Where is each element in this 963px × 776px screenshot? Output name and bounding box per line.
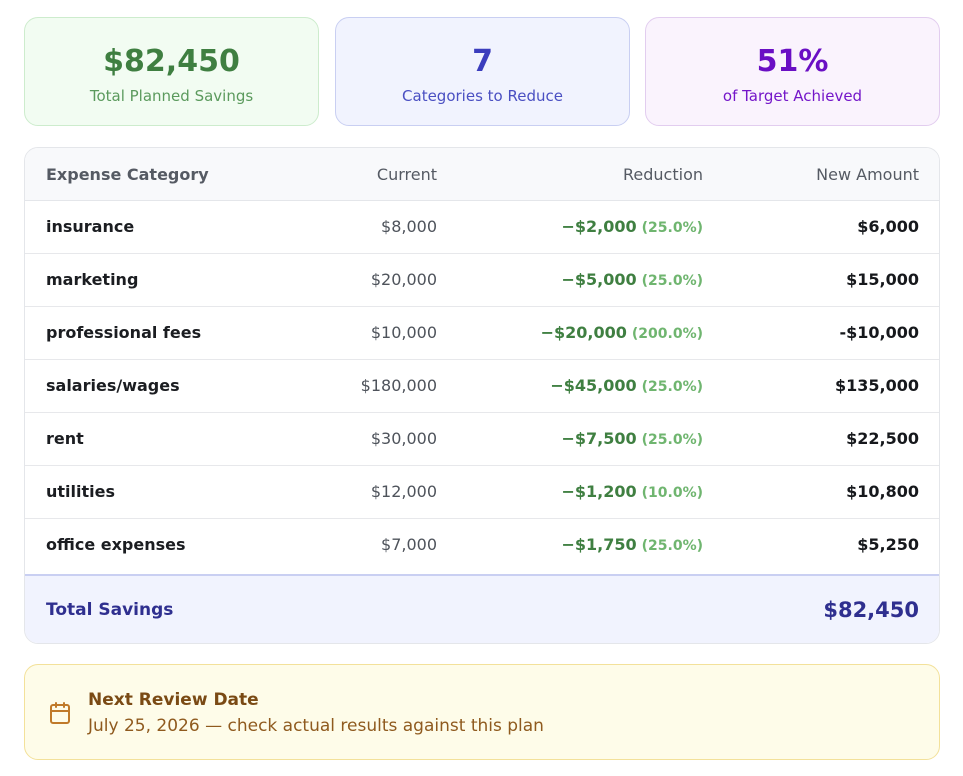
current-cell: $30,000 — [370, 429, 437, 448]
new-amount-cell: $15,000 — [846, 270, 919, 289]
total-savings-label: Total Planned Savings — [89, 87, 254, 105]
table-header: Expense Category Current Reduction New A… — [25, 148, 939, 201]
reduction-percent: (200.0%) — [631, 326, 703, 342]
current-cell: $12,000 — [370, 482, 437, 501]
table-row: professional fees $10,000 −$20,000 (200.0%)… — [25, 307, 939, 360]
reduction-amount: −$1,200 — [561, 482, 637, 501]
reduction-amount: −$5,000 — [561, 270, 637, 289]
categories-card: 7 Categories to Reduce — [335, 17, 630, 126]
review-text: July 25, 2026 — check actual results aga… — [88, 716, 544, 736]
table-footer: Total Savings $82,450 — [25, 574, 939, 643]
target-value: 51% — [756, 44, 829, 79]
categories-value: 7 — [472, 44, 493, 79]
table-row: rent $30,000 −$7,500 (25.0%) $22,500 — [25, 413, 939, 466]
next-review-banner: Next Review Date July 25, 2026 — check a… — [24, 664, 940, 760]
category-cell: salaries/wages — [46, 376, 180, 395]
category-cell: rent — [46, 429, 84, 448]
total-savings-value: $82,450 — [103, 44, 240, 79]
table-row: office expenses $7,000 −$1,750 (25.0%) $5,25… — [25, 519, 939, 572]
reduction-percent: (25.0%) — [641, 379, 703, 395]
reduction-percent: (10.0%) — [641, 485, 703, 501]
table-row: salaries/wages $180,000 −$45,000 (25.0%) $13… — [25, 360, 939, 413]
current-cell: $180,000 — [360, 376, 437, 395]
new-amount-cell: $22,500 — [846, 429, 919, 448]
table-row: insurance $8,000 −$2,000 (25.0%) $6,000 — [25, 201, 939, 254]
category-cell: marketing — [46, 270, 139, 289]
reduction-cell: −$45,000 (25.0%) — [550, 360, 703, 412]
header-current: Current — [376, 165, 437, 184]
reduction-amount: −$20,000 — [540, 323, 627, 342]
table-row: marketing $20,000 −$5,000 (25.0%) $15,000 — [25, 254, 939, 307]
current-cell: $7,000 — [381, 535, 437, 554]
target-card: 51% of Target Achieved — [645, 17, 940, 126]
total-savings-footer-label: Total Savings — [46, 600, 174, 620]
new-amount-cell: -$10,000 — [839, 323, 919, 342]
category-cell: office expenses — [46, 535, 186, 554]
reduction-cell: −$1,200 (10.0%) — [561, 466, 703, 518]
new-amount-cell: $10,800 — [846, 482, 919, 501]
reduction-cell: −$2,000 (25.0%) — [561, 201, 703, 253]
reduction-cell: −$20,000 (200.0%) — [541, 307, 703, 359]
total-savings-footer-value: $82,450 — [823, 598, 919, 622]
reduction-percent: (25.0%) — [641, 220, 703, 236]
reduction-amount: −$1,750 — [561, 535, 637, 554]
total-savings-card: $82,450 Total Planned Savings — [24, 17, 319, 126]
new-amount-cell: $135,000 — [834, 376, 919, 395]
reduction-cell: −$5,000 (25.0%) — [561, 254, 703, 306]
header-category: Expense Category — [46, 165, 209, 184]
target-label: of Target Achieved — [722, 87, 863, 105]
current-cell: $20,000 — [370, 270, 437, 289]
reduction-amount: −$45,000 — [550, 376, 637, 395]
reduction-cell: −$1,750 (25.0%) — [561, 519, 703, 571]
table-row: utilities $12,000 −$1,200 (10.0%) $10,800 — [25, 466, 939, 519]
category-cell: insurance — [46, 217, 135, 236]
new-amount-cell: $5,250 — [857, 535, 919, 554]
new-amount-cell: $6,000 — [857, 217, 919, 236]
expense-table: Expense Category Current Reduction New A… — [24, 147, 940, 644]
current-cell: $10,000 — [370, 323, 437, 342]
reduction-percent: (25.0%) — [641, 432, 703, 448]
reduction-percent: (25.0%) — [641, 538, 703, 554]
summary-cards: $82,450 Total Planned Savings 7 Categori… — [24, 17, 940, 126]
reduction-amount: −$7,500 — [561, 429, 637, 448]
header-new-amount: New Amount — [816, 165, 919, 184]
reduction-percent: (25.0%) — [641, 273, 703, 289]
reduction-cell: −$7,500 (25.0%) — [561, 413, 703, 465]
categories-label: Categories to Reduce — [402, 87, 563, 105]
category-cell: utilities — [46, 482, 115, 501]
header-reduction: Reduction — [623, 165, 703, 184]
category-cell: professional fees — [46, 323, 202, 342]
reduction-amount: −$2,000 — [561, 217, 637, 236]
review-title: Next Review Date — [88, 690, 259, 710]
calendar-icon — [50, 702, 70, 724]
current-cell: $8,000 — [381, 217, 437, 236]
